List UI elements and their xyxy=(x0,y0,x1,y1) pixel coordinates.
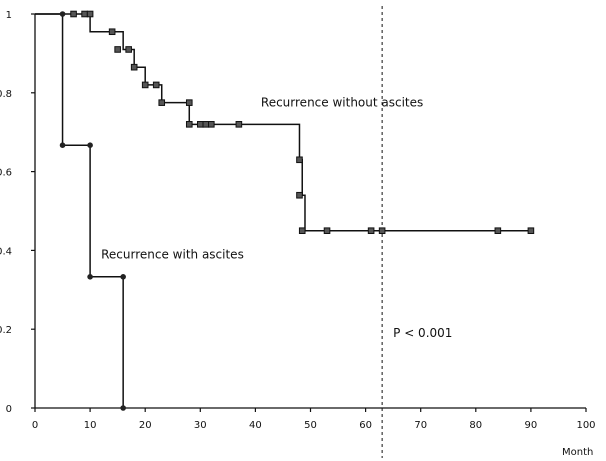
x-tick-label: 90 xyxy=(525,420,538,431)
censor-marker xyxy=(185,121,193,128)
annotation-layer: Recurrence without ascites Recurrence wit… xyxy=(101,96,452,340)
annotation: Recurrence without ascites xyxy=(261,96,423,110)
censor-marker xyxy=(527,227,535,234)
series-line xyxy=(35,13,531,232)
series-layer xyxy=(35,10,535,411)
series-1 xyxy=(35,11,126,411)
censor-marker xyxy=(130,63,138,71)
censor-marker xyxy=(81,10,88,18)
event-marker xyxy=(59,142,66,149)
y-tick-label: 0.8 xyxy=(0,89,12,100)
censor-marker xyxy=(494,227,502,234)
censor-marker xyxy=(235,121,243,128)
censor-marker xyxy=(296,191,303,199)
censor-marker xyxy=(197,121,204,128)
y-tick-label: 0.4 xyxy=(0,246,12,257)
x-axis-title: Month xyxy=(562,447,593,458)
censor-marker xyxy=(298,227,306,234)
censor-marker xyxy=(367,227,375,234)
censor-marker xyxy=(378,227,386,234)
x-tick-label: 80 xyxy=(469,420,482,431)
censor-marker xyxy=(158,99,166,106)
censor-marker xyxy=(185,99,193,106)
series-line xyxy=(35,13,124,408)
x-tick-label: 60 xyxy=(359,420,372,431)
x-tick-label: 50 xyxy=(304,420,317,431)
y-tick-label: 0 xyxy=(6,404,12,415)
censor-marker xyxy=(125,46,132,53)
x-tick-label: 0 xyxy=(32,420,38,431)
x-tick-label: 30 xyxy=(194,420,207,431)
x-tick-label: 70 xyxy=(414,420,427,431)
event-marker xyxy=(120,405,126,411)
event-marker xyxy=(59,11,66,17)
series-0 xyxy=(35,10,535,234)
censor-marker xyxy=(141,81,149,89)
event-marker xyxy=(120,273,126,280)
censor-marker xyxy=(86,10,94,18)
y-tick-label: 1 xyxy=(6,10,12,21)
censor-marker xyxy=(323,227,331,234)
censor-marker xyxy=(114,46,121,53)
event-marker xyxy=(87,273,93,280)
x-tick-label: 40 xyxy=(249,420,262,431)
ticks-layer: 0 10 20 30 40 50 60 70 80 90 100 0 0.2 0.4 0.6 0.8 1 xyxy=(0,10,596,431)
censor-marker xyxy=(152,81,160,89)
censor-marker xyxy=(70,10,77,18)
censor-marker xyxy=(296,156,303,164)
censor-marker xyxy=(108,28,116,36)
y-tick-label: 0.6 xyxy=(0,168,12,179)
x-tick-label: 100 xyxy=(576,420,595,431)
x-tick-label: 10 xyxy=(84,420,97,431)
censor-marker xyxy=(202,121,210,128)
annotation: P < 0.001 xyxy=(393,326,452,340)
event-marker xyxy=(87,142,93,149)
x-tick-label: 20 xyxy=(139,420,152,431)
censor-marker xyxy=(208,121,215,128)
annotation: Recurrence with ascites xyxy=(101,247,244,261)
y-tick-label: 0.2 xyxy=(0,325,12,336)
